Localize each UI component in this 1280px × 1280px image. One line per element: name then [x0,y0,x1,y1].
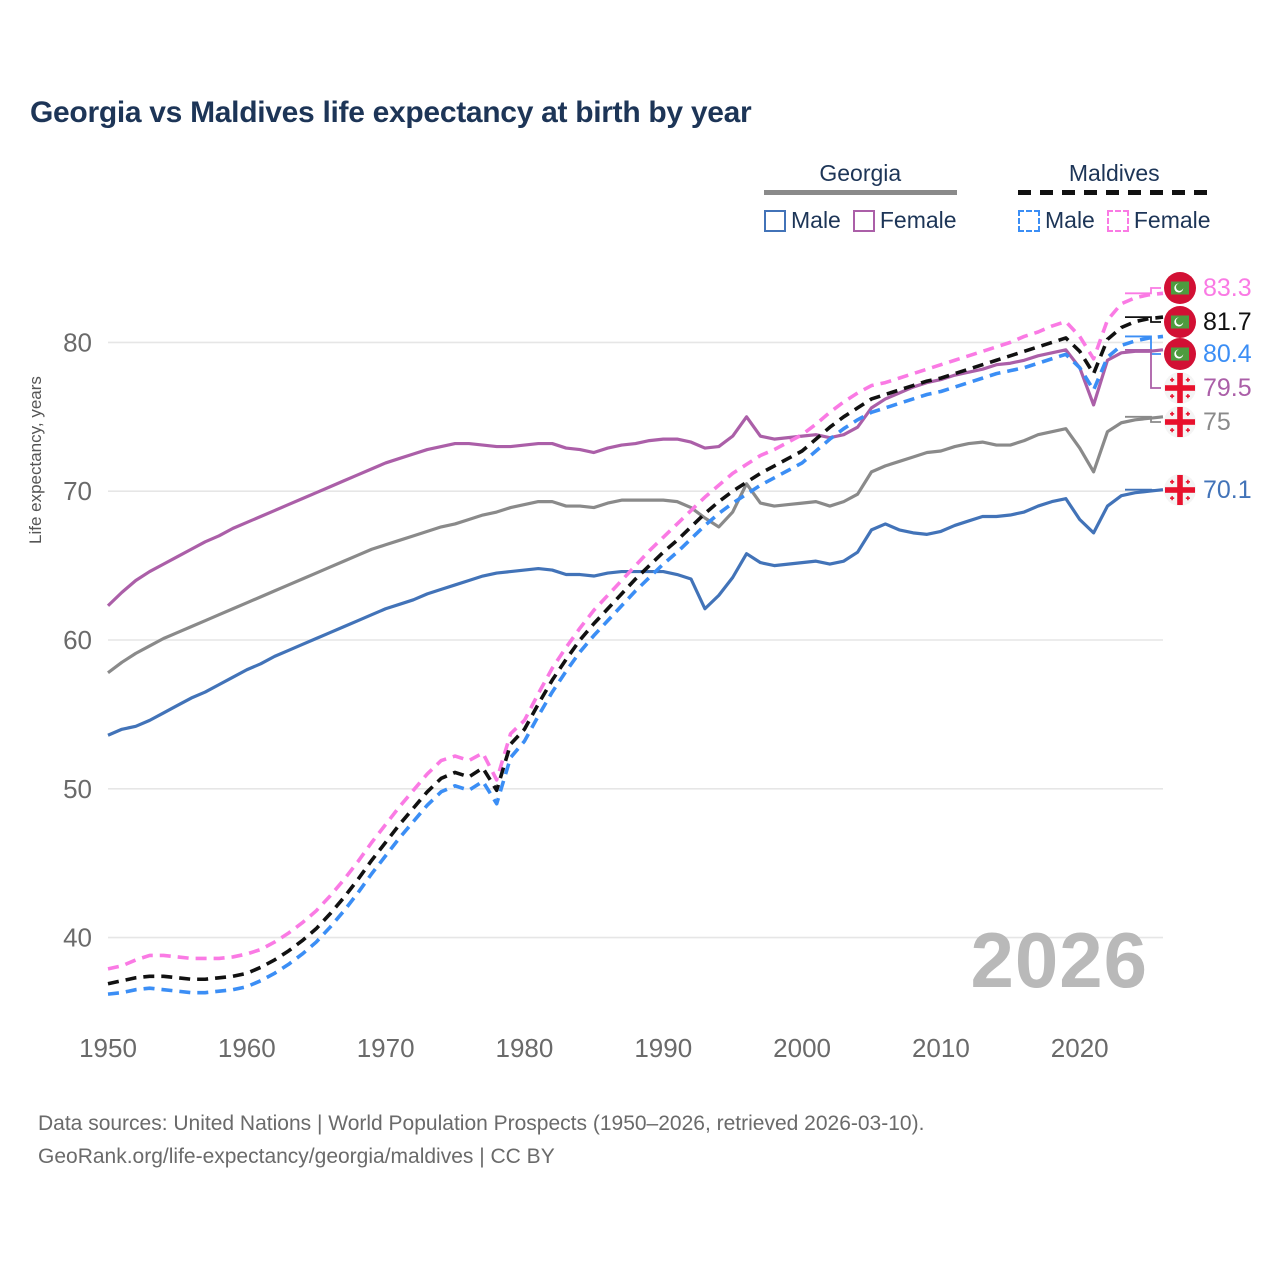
legend-label-maldives-male: Male [1045,207,1095,233]
end-label-georgia-male[interactable]: 70.1 [1163,473,1252,507]
end-label-leader-maldives-male [1125,335,1161,355]
x-tick-label: 2000 [773,1033,831,1063]
end-label-value: 70.1 [1203,475,1252,504]
maldives-flag-icon [1163,337,1197,371]
footer-line-1: Data sources: United Nations | World Pop… [38,1112,925,1135]
legend-group-georgia: Georgia Male Female [764,160,957,234]
legend-rule-dashed [1018,190,1211,195]
legend-swatch-maldives-female [1106,209,1129,232]
x-tick-label: 2010 [912,1033,970,1063]
y-tick-label: 40 [63,923,92,953]
legend-swatch-maldives-male [1018,209,1040,232]
series-line-maldives-female [107,291,1164,971]
end-label-maldives-total[interactable]: 81.7 [1163,305,1252,339]
georgia-flag-icon [1163,405,1197,439]
end-label-maldives-female[interactable]: 83.3 [1163,271,1252,305]
end-label-value: 79.5 [1203,373,1252,402]
y-tick-label: 80 [63,327,92,357]
y-tick-label: 50 [63,774,92,804]
maldives-flag-icon [1163,305,1197,339]
end-label-leader-maldives-total [1125,316,1161,323]
georgia-flag-icon [1163,473,1197,507]
legend-swatch-georgia-female [852,209,875,232]
legend-swatch-georgia-male [764,209,786,232]
y-axis-label: Life expectancy, years [26,376,45,544]
series-line-georgia-female [106,348,1164,607]
legend-group-title-maldives: Maldives [1068,160,1160,186]
y-tick-label: 60 [63,625,92,655]
legend-label-georgia-female: Female [879,207,957,233]
y-tick-label: 70 [63,476,92,506]
x-tick-label: 1990 [634,1033,692,1063]
legend-item-georgia-male[interactable]: Male [764,207,841,234]
legend-item-maldives-male[interactable]: Male [1018,207,1095,234]
x-tick-label: 1960 [218,1033,276,1063]
x-tick-label: 1950 [79,1033,137,1063]
legend-label-maldives-female: Female [1133,207,1211,233]
georgia-flag-icon [1163,371,1197,405]
series-line-georgia-male [107,488,1164,737]
end-label-value: 83.3 [1203,273,1252,302]
end-label-value: 80.4 [1203,339,1252,368]
series-line-georgia-total [107,415,1164,675]
legend-group-title-georgia: Georgia [819,160,902,186]
maldives-flag-icon [1163,271,1197,305]
legend-label-georgia-male: Male [791,207,841,233]
legend-item-maldives-female[interactable]: Female [1106,207,1211,234]
end-label-value: 81.7 [1203,307,1252,336]
series-line-maldives-male [107,334,1164,996]
end-label-maldives-male[interactable]: 80.4 [1163,337,1252,371]
series-line-maldives-total [107,315,1164,986]
end-label-georgia-total[interactable]: 75 [1163,405,1231,439]
end-label-leader-georgia-female [1125,348,1161,389]
legend-item-georgia-female[interactable]: Female [852,207,957,234]
end-labels: 83.3 81.7 80.4 79.5 75 70.1 [1163,0,1280,1280]
x-tick-label: 2020 [1051,1033,1109,1063]
page-title: Georgia vs Maldives life expectancy at b… [30,96,752,129]
end-label-leader-georgia-total [1125,415,1161,423]
end-label-georgia-female[interactable]: 79.5 [1163,371,1252,405]
footer-line-2: GeoRank.org/life-expectancy/georgia/mald… [38,1144,555,1168]
year-watermark: 2026 [970,916,1148,1004]
end-label-leader-maldives-female [1125,287,1161,295]
end-label-value: 75 [1203,407,1231,436]
footer-credits: Data sources: United Nations | World Pop… [38,1108,924,1173]
legend-group-maldives: Maldives Male Female [1018,160,1211,234]
legend: Georgia Male Female Maldives Male [755,160,1255,240]
x-tick-label: 1970 [357,1033,415,1063]
x-tick-label: 1980 [496,1033,554,1063]
legend-rule-solid [764,190,957,195]
